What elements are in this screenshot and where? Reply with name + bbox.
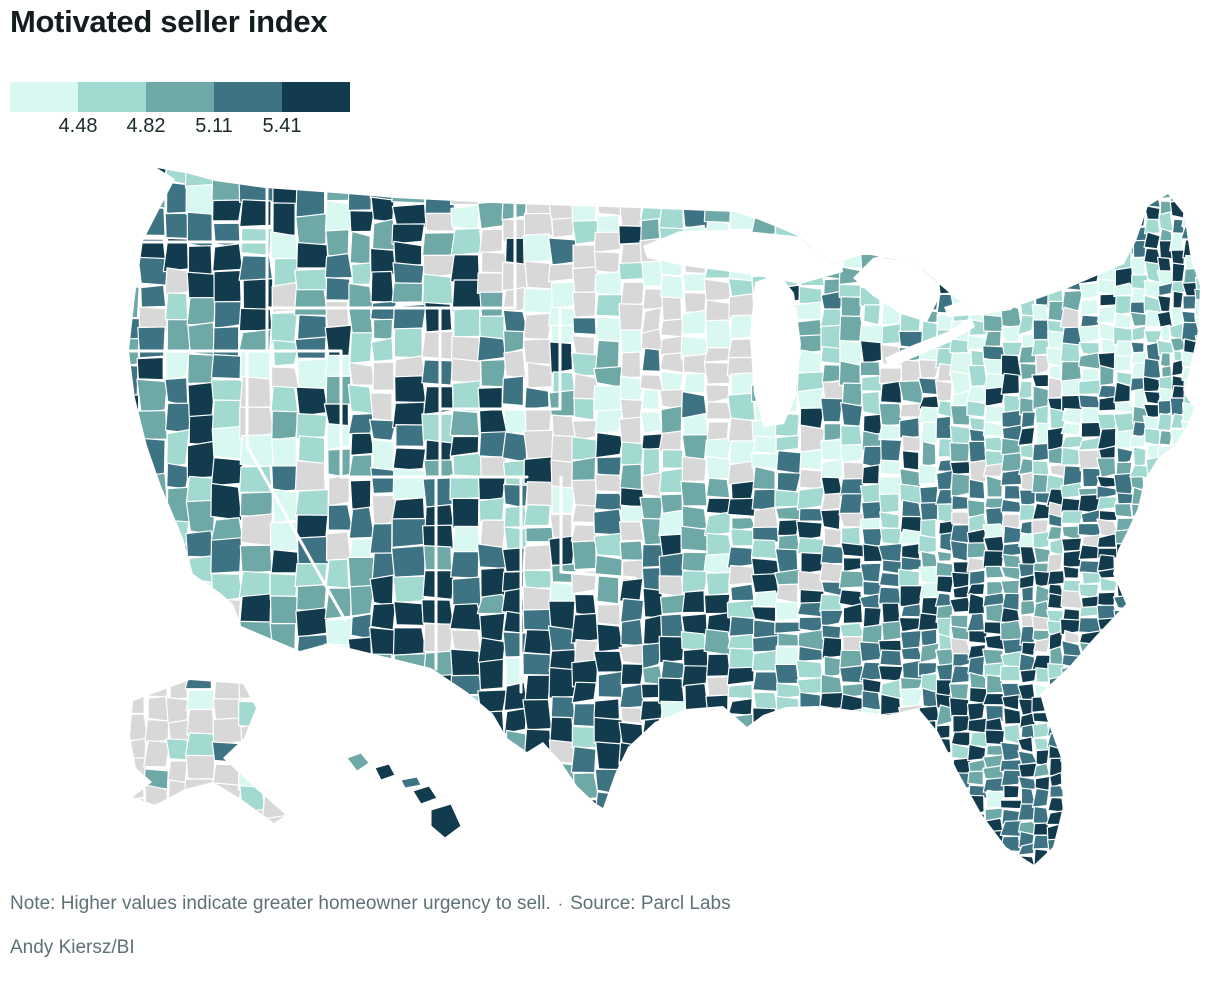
great-lake [750,274,801,427]
great-lake [643,230,843,284]
great-lake [853,251,941,322]
legend-threshold-label: 5.41 [262,115,302,137]
great-lake [885,317,975,368]
hawaii-island [412,785,438,805]
chart-note: Note: Higher values indicate greater hom… [10,893,731,915]
legend-threshold-label: 5.11 [195,115,233,137]
legend-swatch-1 [10,82,78,112]
note-text: Note: Higher values indicate greater hom… [10,893,551,914]
legend-swatch-row [10,82,350,112]
hawaii-island [400,776,422,789]
note-separator: · [557,896,564,913]
chart-title: Motivated seller index [10,4,328,39]
legend-threshold-label: 4.82 [126,115,166,137]
lower48-counties [129,168,1200,865]
hawaii-island [346,752,370,772]
state-border [559,570,637,580]
hawaii-island [430,803,462,839]
legend-swatch-2 [78,82,146,112]
us-county-map-svg [129,168,1200,865]
legend-swatch-4 [214,82,282,112]
legend-threshold-label: 4.48 [58,115,98,137]
legend-swatch-3 [146,82,214,112]
legend: 4.48 4.82 5.11 5.41 [10,82,390,144]
us-choropleth-map [95,146,1205,886]
state-border [245,349,347,622]
alaska-inset [130,680,286,823]
chart-byline: Andy Kiersz/BI [10,937,135,958]
legend-swatch-5 [282,82,350,112]
source-text: Source: Parcl Labs [570,893,731,914]
hawaii-inset [346,752,462,839]
hawaii-island [374,763,396,781]
